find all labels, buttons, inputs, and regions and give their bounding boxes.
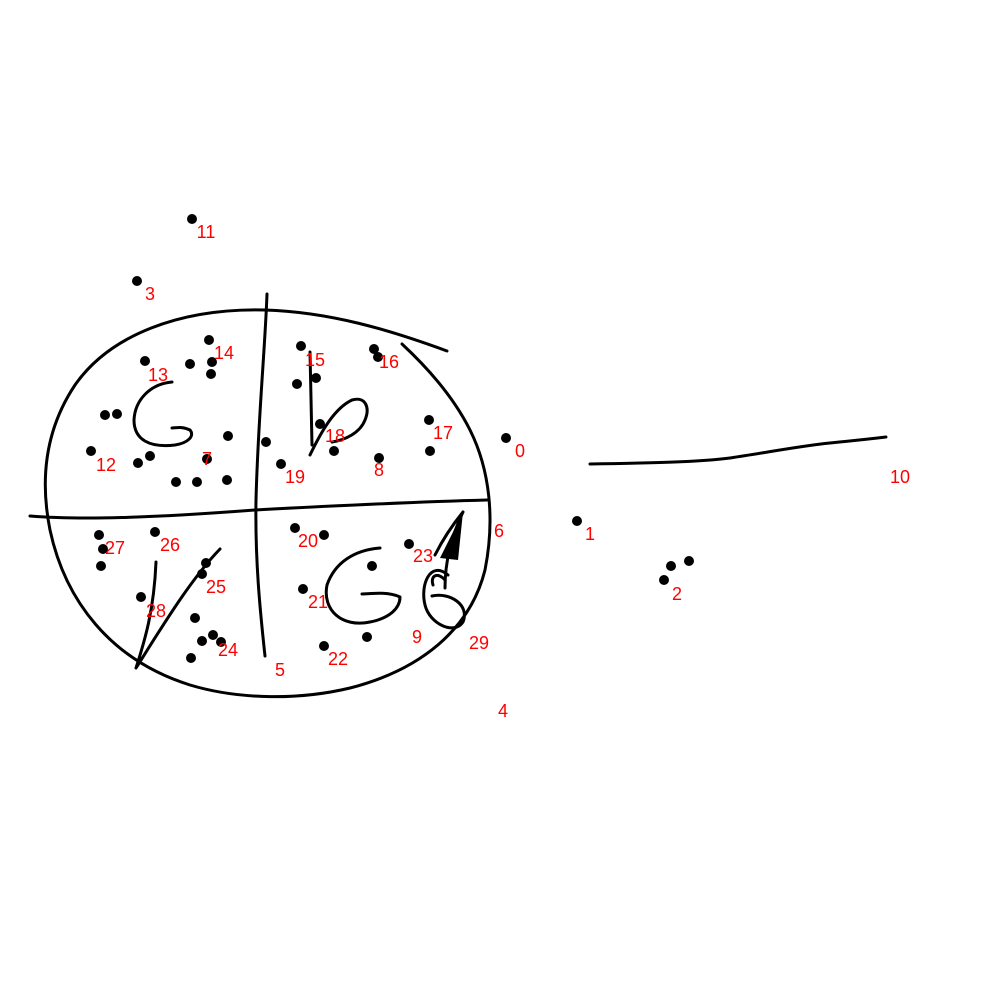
dot [171, 477, 181, 487]
point-label-24: 24 [218, 640, 238, 660]
point-label-16: 16 [379, 352, 399, 372]
dot [315, 419, 325, 429]
dot [136, 592, 146, 602]
letter-h-stroke [308, 350, 369, 457]
dot [319, 641, 329, 651]
dot [197, 636, 207, 646]
dot [374, 453, 384, 463]
pizza-outline-stroke [43, 308, 492, 699]
dot [132, 276, 142, 286]
point-label-3: 3 [145, 284, 155, 304]
dot [187, 214, 197, 224]
dot [684, 556, 694, 566]
dot [190, 613, 200, 623]
point-label-22: 22 [328, 649, 348, 669]
point-label-21: 21 [308, 592, 328, 612]
dot [86, 446, 96, 456]
dot [185, 359, 195, 369]
dot [261, 437, 271, 447]
dot [296, 341, 306, 351]
point-label-0: 0 [515, 441, 525, 461]
loop-29-stroke [422, 568, 466, 630]
dot [98, 544, 108, 554]
point-label-19: 19 [285, 467, 305, 487]
point-label-15: 15 [305, 350, 325, 370]
dot [329, 446, 339, 456]
dot [572, 516, 582, 526]
dot [404, 539, 414, 549]
dot [216, 637, 226, 647]
dot [192, 477, 202, 487]
dot [100, 410, 110, 420]
dot [298, 584, 308, 594]
point-label-23: 23 [413, 546, 433, 566]
point-label-1: 1 [585, 524, 595, 544]
point-label-28: 28 [146, 601, 166, 621]
handle-line-stroke [588, 435, 888, 466]
dot [204, 335, 214, 345]
letter-g-top-stroke [132, 380, 194, 448]
dot [202, 454, 212, 464]
point-label-5: 5 [275, 660, 285, 680]
dot [186, 653, 196, 663]
dot [96, 561, 106, 571]
point-label-29: 29 [469, 633, 489, 653]
point-label-26: 26 [160, 535, 180, 555]
dot [276, 459, 286, 469]
dot [94, 530, 104, 540]
letter-g-bottom-stroke [324, 546, 402, 625]
dot [362, 632, 372, 642]
point-label-18: 18 [325, 426, 345, 446]
horizontal-divider-stroke [28, 498, 489, 520]
dot [222, 475, 232, 485]
dot [369, 344, 379, 354]
point-label-10: 10 [890, 467, 910, 487]
dot [145, 451, 155, 461]
dot [206, 369, 216, 379]
point-label-20: 20 [298, 531, 318, 551]
dot [290, 523, 300, 533]
dot [207, 357, 217, 367]
point-label-8: 8 [374, 460, 384, 480]
point-label-17: 17 [433, 423, 453, 443]
dot [201, 558, 211, 568]
dot [208, 630, 218, 640]
vertical-divider-stroke [254, 292, 269, 658]
point-label-6: 6 [494, 521, 504, 541]
point-label-4: 4 [498, 701, 508, 721]
pointed-mark-fill [440, 512, 463, 560]
dot [666, 561, 676, 571]
dot [223, 431, 233, 441]
dot [292, 379, 302, 389]
point-label-12: 12 [96, 455, 116, 475]
dot [424, 415, 434, 425]
dot [425, 446, 435, 456]
point-label-25: 25 [206, 577, 226, 597]
dot [112, 409, 122, 419]
dot [367, 561, 377, 571]
dot [319, 530, 329, 540]
point-label-9: 9 [412, 627, 422, 647]
dot [659, 575, 669, 585]
point-label-14: 14 [214, 343, 234, 363]
dot [140, 356, 150, 366]
point-label-7: 7 [202, 449, 212, 469]
dot [501, 433, 511, 443]
point-label-11: 11 [197, 222, 216, 242]
dot [197, 569, 207, 579]
dot [311, 373, 321, 383]
dot [133, 458, 143, 468]
dot [373, 352, 383, 362]
point-label-27: 27 [105, 538, 125, 558]
point-label-13: 13 [148, 365, 168, 385]
point-label-2: 2 [672, 584, 682, 604]
dot [150, 527, 160, 537]
